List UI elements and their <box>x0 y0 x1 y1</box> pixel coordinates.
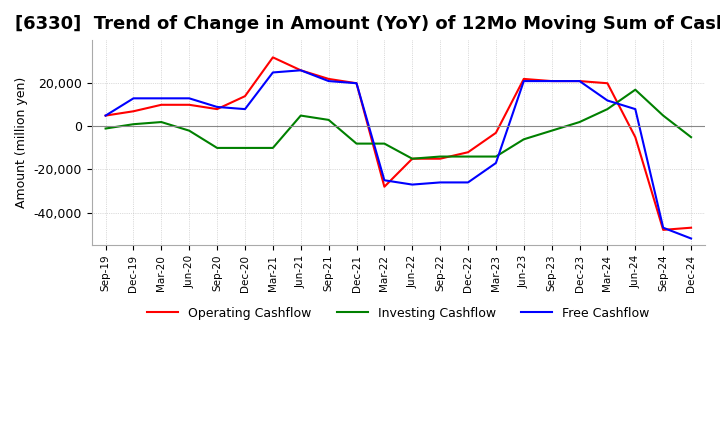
Line: Free Cashflow: Free Cashflow <box>106 70 691 238</box>
Operating Cashflow <box>185 102 194 107</box>
Investing Cashflow <box>324 117 333 122</box>
Free Cashflow <box>380 178 389 183</box>
Free Cashflow <box>575 78 584 84</box>
Free Cashflow <box>102 113 110 118</box>
Investing Cashflow <box>464 154 472 159</box>
Operating Cashflow <box>603 81 612 86</box>
Investing Cashflow <box>102 126 110 131</box>
Investing Cashflow <box>659 113 667 118</box>
Operating Cashflow <box>324 76 333 81</box>
Free Cashflow <box>659 225 667 231</box>
Investing Cashflow <box>380 141 389 146</box>
Investing Cashflow <box>575 119 584 125</box>
Line: Investing Cashflow: Investing Cashflow <box>106 90 691 159</box>
Investing Cashflow <box>297 113 305 118</box>
Free Cashflow <box>129 95 138 101</box>
Title: [6330]  Trend of Change in Amount (YoY) of 12Mo Moving Sum of Cashflows: [6330] Trend of Change in Amount (YoY) o… <box>15 15 720 33</box>
Investing Cashflow <box>687 135 696 140</box>
Investing Cashflow <box>185 128 194 133</box>
Free Cashflow <box>492 160 500 165</box>
Operating Cashflow <box>129 109 138 114</box>
Free Cashflow <box>603 98 612 103</box>
Free Cashflow <box>631 106 639 112</box>
Investing Cashflow <box>519 137 528 142</box>
Operating Cashflow <box>687 225 696 231</box>
Free Cashflow <box>213 104 222 110</box>
Operating Cashflow <box>352 81 361 86</box>
Investing Cashflow <box>631 87 639 92</box>
Operating Cashflow <box>464 150 472 155</box>
Free Cashflow <box>408 182 417 187</box>
Free Cashflow <box>240 106 249 112</box>
Free Cashflow <box>324 78 333 84</box>
Operating Cashflow <box>575 78 584 84</box>
Investing Cashflow <box>213 145 222 150</box>
Operating Cashflow <box>436 156 444 161</box>
Free Cashflow <box>297 68 305 73</box>
Operating Cashflow <box>659 227 667 232</box>
Investing Cashflow <box>240 145 249 150</box>
Y-axis label: Amount (million yen): Amount (million yen) <box>15 77 28 208</box>
Operating Cashflow <box>631 135 639 140</box>
Free Cashflow <box>185 95 194 101</box>
Operating Cashflow <box>240 94 249 99</box>
Investing Cashflow <box>408 156 417 161</box>
Operating Cashflow <box>297 68 305 73</box>
Free Cashflow <box>547 78 556 84</box>
Operating Cashflow <box>157 102 166 107</box>
Investing Cashflow <box>603 106 612 112</box>
Investing Cashflow <box>129 121 138 127</box>
Investing Cashflow <box>492 154 500 159</box>
Operating Cashflow <box>213 106 222 112</box>
Free Cashflow <box>687 236 696 241</box>
Operating Cashflow <box>547 78 556 84</box>
Free Cashflow <box>269 70 277 75</box>
Operating Cashflow <box>408 156 417 161</box>
Free Cashflow <box>464 180 472 185</box>
Free Cashflow <box>519 78 528 84</box>
Line: Operating Cashflow: Operating Cashflow <box>106 57 691 230</box>
Investing Cashflow <box>269 145 277 150</box>
Investing Cashflow <box>157 119 166 125</box>
Operating Cashflow <box>380 184 389 189</box>
Free Cashflow <box>436 180 444 185</box>
Investing Cashflow <box>547 128 556 133</box>
Legend: Operating Cashflow, Investing Cashflow, Free Cashflow: Operating Cashflow, Investing Cashflow, … <box>142 302 654 325</box>
Free Cashflow <box>352 81 361 86</box>
Operating Cashflow <box>492 130 500 136</box>
Operating Cashflow <box>102 113 110 118</box>
Free Cashflow <box>157 95 166 101</box>
Investing Cashflow <box>352 141 361 146</box>
Operating Cashflow <box>269 55 277 60</box>
Investing Cashflow <box>436 154 444 159</box>
Operating Cashflow <box>519 76 528 81</box>
